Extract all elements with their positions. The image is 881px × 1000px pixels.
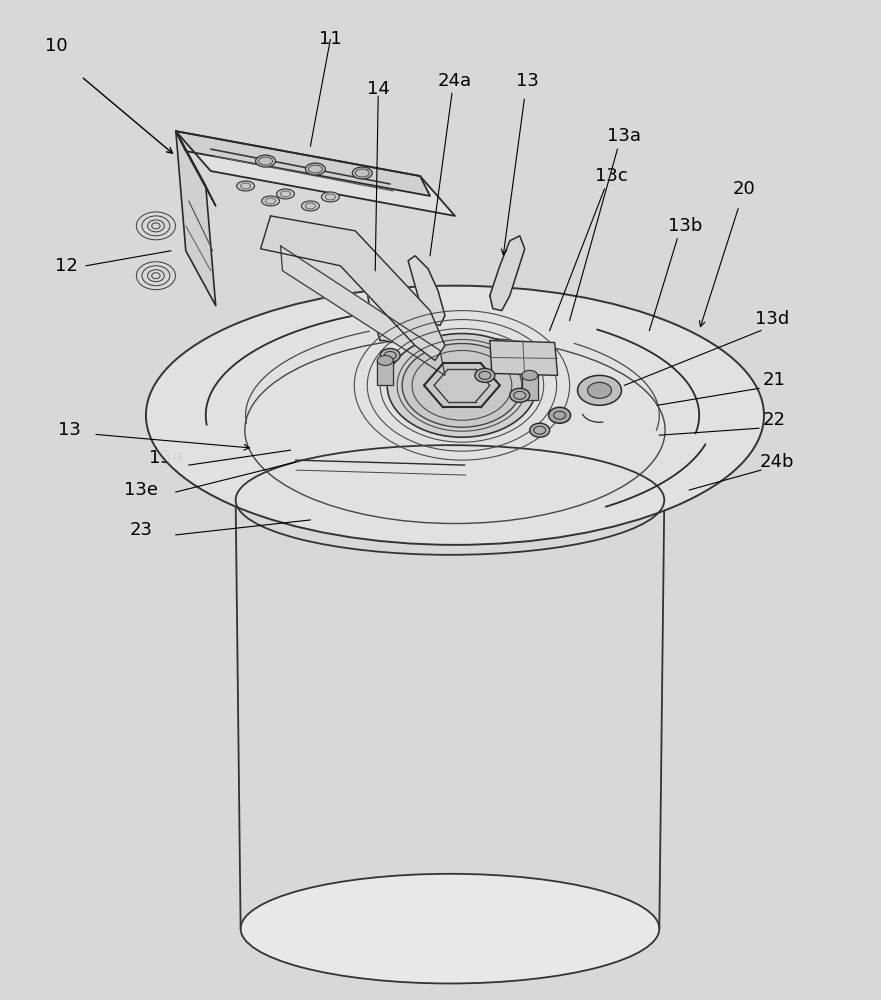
Ellipse shape — [588, 382, 611, 398]
Ellipse shape — [237, 181, 255, 191]
Ellipse shape — [578, 375, 621, 405]
Ellipse shape — [301, 201, 320, 211]
Polygon shape — [522, 375, 537, 400]
Ellipse shape — [549, 407, 571, 423]
Ellipse shape — [146, 286, 764, 545]
Text: 13: 13 — [516, 72, 539, 90]
Ellipse shape — [381, 348, 400, 362]
Text: 13a: 13a — [149, 449, 183, 467]
Text: 13b: 13b — [668, 217, 702, 235]
Ellipse shape — [352, 167, 372, 179]
Text: 13d: 13d — [755, 310, 789, 328]
Ellipse shape — [377, 355, 393, 365]
Polygon shape — [176, 131, 216, 306]
Text: 13a: 13a — [607, 127, 641, 145]
Polygon shape — [366, 271, 398, 342]
Ellipse shape — [255, 155, 276, 167]
Text: 12: 12 — [55, 257, 78, 275]
Polygon shape — [490, 341, 558, 375]
Text: 14: 14 — [366, 80, 389, 98]
Text: 21: 21 — [763, 371, 785, 389]
Text: 22: 22 — [762, 411, 786, 429]
Polygon shape — [377, 360, 393, 385]
Text: 13: 13 — [58, 421, 81, 439]
Text: 13e: 13e — [124, 481, 158, 499]
Polygon shape — [176, 131, 430, 196]
Text: 10: 10 — [45, 37, 68, 55]
Ellipse shape — [475, 368, 495, 382]
Ellipse shape — [306, 163, 325, 175]
Ellipse shape — [529, 423, 550, 437]
Polygon shape — [408, 256, 445, 326]
Polygon shape — [176, 131, 455, 216]
Ellipse shape — [510, 388, 529, 402]
Ellipse shape — [322, 192, 339, 202]
Text: 20: 20 — [733, 180, 755, 198]
Ellipse shape — [387, 334, 537, 437]
Text: 13c: 13c — [595, 167, 628, 185]
Polygon shape — [261, 216, 445, 360]
Polygon shape — [280, 246, 445, 375]
Ellipse shape — [262, 196, 279, 206]
Text: 23: 23 — [130, 521, 152, 539]
Polygon shape — [490, 236, 525, 311]
Text: 24a: 24a — [438, 72, 472, 90]
Ellipse shape — [522, 370, 537, 380]
Ellipse shape — [402, 343, 522, 427]
Text: 24b: 24b — [759, 453, 794, 471]
Text: 11: 11 — [319, 30, 342, 48]
Ellipse shape — [241, 874, 659, 983]
Polygon shape — [176, 131, 216, 206]
Ellipse shape — [277, 189, 294, 199]
